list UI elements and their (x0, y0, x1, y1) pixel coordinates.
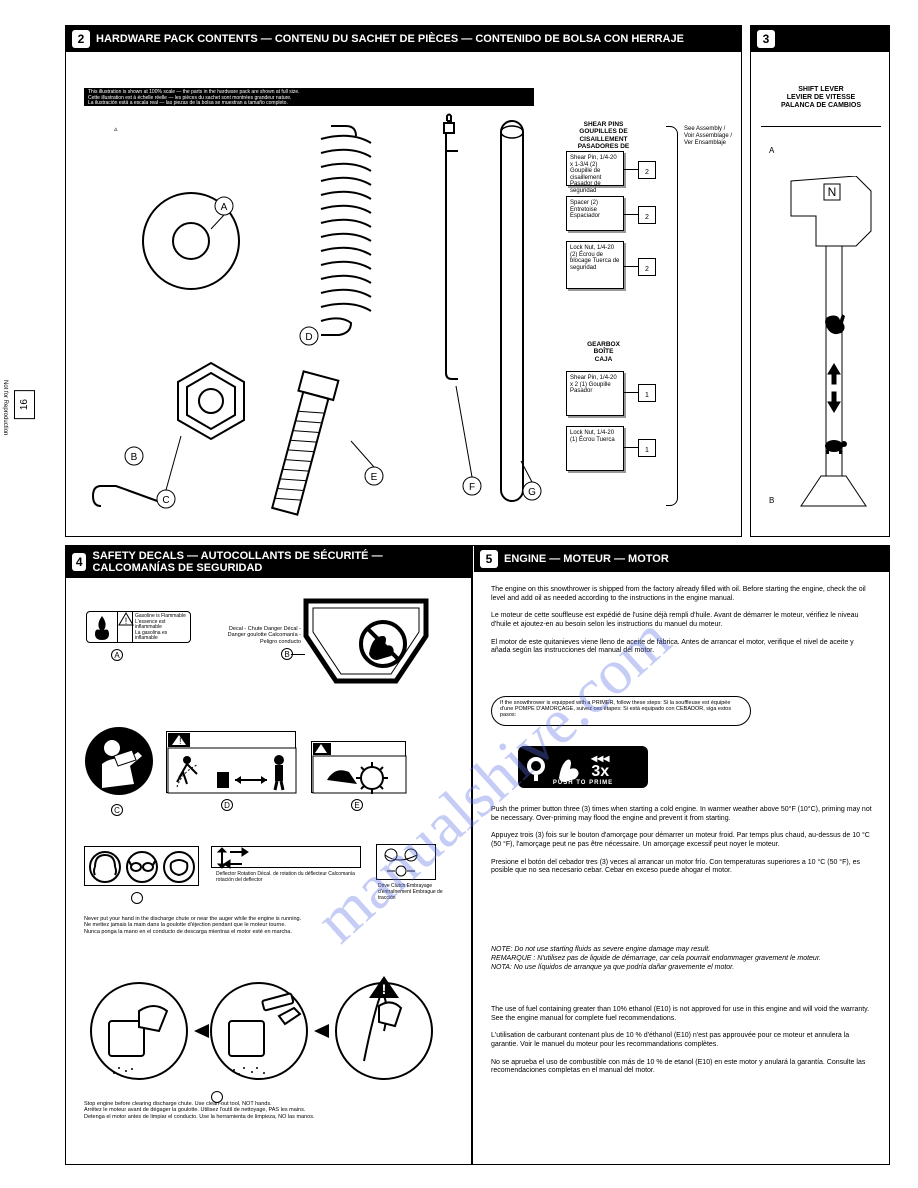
decal-bystander: ! (166, 731, 296, 793)
decal-auger (311, 741, 406, 793)
gearbox-count4: 1 (638, 384, 656, 402)
seq-letter (211, 1091, 223, 1106)
svg-text:C: C (162, 495, 169, 506)
shearpin-count3: 2 (638, 258, 656, 276)
decal-a-letter: A (111, 649, 123, 661)
side-note: Not for Reproduction (2, 380, 8, 435)
svg-text:E: E (371, 472, 378, 483)
prime-badge: ◀◀◀ 3x PUSH TO PRIME (518, 746, 648, 788)
decal-g-text: Drive Clutch Embrayage d'entraînement Em… (378, 884, 458, 901)
bracket-text: See Assembly / Voir Assemblage / Ver Ens… (684, 126, 736, 147)
engine-text4: The use of fuel containing greater than … (491, 1006, 873, 1076)
shift-n: N (828, 185, 837, 199)
decal-d-letter: D (221, 799, 233, 811)
svg-text:!: ! (179, 736, 182, 746)
panel-safety: 4 SAFETY DECALS — AUTOCOLLANTS DE SÉCURI… (65, 545, 472, 1165)
svg-text:G: G (528, 487, 536, 498)
shearpin-box3: Lock Nut, 1/4-20 (2) Écrou de blocage Tu… (566, 241, 624, 289)
page-number-tab: 16 (14, 390, 35, 419)
svg-text:!: ! (382, 981, 387, 997)
hardware-illustration: A B C D E F G (76, 111, 556, 531)
safety-bottom-text1: Never put your hand in the discharge chu… (84, 916, 454, 935)
shearpin-count2: 2 (638, 206, 656, 224)
shearpin-count1: 2 (638, 161, 656, 179)
primer-bulb-icon (524, 752, 549, 782)
shift-header-text: SHIFT LEVER LEVIER DE VITESSE PALANCA DE… (761, 86, 881, 110)
decal-drive-clutch (376, 844, 436, 880)
decal-read-manual (84, 726, 154, 796)
svg-text:!: ! (125, 616, 128, 626)
engine-primer-box: If the snowthrower is equipped with a PR… (491, 696, 751, 726)
decal-f-text: Deflector Rotation Décal. de rotation du… (216, 872, 356, 884)
engine-text2: Push the primer button three (3) times w… (491, 806, 873, 876)
panel-safety-title: SAFETY DECALS — AUTOCOLLANTS DE SÉCURITÉ… (92, 550, 465, 574)
panel-engine: 5 ENGINE — MOTEUR — MOTOR The engine on … (472, 545, 890, 1165)
decal-protection (84, 846, 199, 886)
panel-hardware-num: 2 (72, 30, 90, 48)
decal-c-letter: C (111, 804, 123, 816)
shearpin-box1: Shear Pin, 1/4-20 x 1-3/4 (2) Goupille d… (566, 151, 624, 186)
panel-hardware-header: 2 HARDWARE PACK CONTENTS — CONTENU DU SA… (66, 26, 741, 52)
svg-text:B: B (131, 452, 138, 463)
shearpin-box2: Spacer (2) Entretoise Espaciador (566, 196, 624, 231)
svg-text:D: D (305, 332, 312, 343)
decal-h-text: Decal - Chute Danger Décal - Danger goul… (216, 626, 301, 645)
panel-safety-num: 4 (72, 553, 86, 571)
panel-shift-lever: 3 SHIFT LEVER LEVIER DE VITESSE PALANCA … (750, 25, 890, 537)
gearbox-header: GEARBOX BOÎTE CAJA (566, 341, 641, 363)
primer-hand-icon (555, 752, 585, 782)
safety-bottom-text2: Stop engine before clearing discharge ch… (84, 1101, 454, 1120)
gearbox-box4: Shear Pin, 1/4-20 x 2 (1) Goupille Pasad… (566, 371, 624, 416)
engine-text3: NOTE: Do not use starting fluids as seve… (491, 946, 873, 972)
gearbox-count5: 1 (638, 439, 656, 457)
bracket (666, 126, 678, 506)
panel-hardware: 2 HARDWARE PACK CONTENTS — CONTENU DU SA… (65, 25, 742, 537)
svg-text:A: A (221, 202, 228, 213)
shift-letter-a: A (769, 146, 774, 155)
shift-letter-b: B (769, 496, 774, 505)
svg-text:F: F (469, 482, 475, 493)
panel-safety-header: 4 SAFETY DECALS — AUTOCOLLANTS DE SÉCURI… (66, 546, 471, 578)
panel-engine-header: 5 ENGINE — MOTEUR — MOTOR (473, 546, 889, 572)
decal-prot-letter (131, 892, 143, 907)
engine-text1: The engine on this snowthrower is shippe… (491, 586, 873, 656)
panel-engine-num: 5 (480, 550, 498, 568)
decal-flammable: ! Gasoline is Flammable L'essence est in… (86, 611, 191, 643)
decal-chute-danger (301, 596, 431, 716)
decal-deflector (211, 846, 361, 868)
panel-shift-header: 3 (751, 26, 889, 52)
gearbox-box5: Lock Nut, 1/4-20 (1) Écrou Tuerca (566, 426, 624, 471)
panel-hardware-title: HARDWARE PACK CONTENTS — CONTENU DU SACH… (96, 33, 684, 45)
shift-lever-illustration: N (786, 176, 876, 516)
panel-engine-title: ENGINE — MOTEUR — MOTOR (504, 553, 669, 565)
chute-clearing-sequence: ! (84, 976, 454, 1096)
panel-shift-num: 3 (757, 30, 775, 48)
scale-bar: This illustration is shown at 100% scale… (84, 88, 534, 106)
decal-e-letter: E (351, 799, 363, 811)
